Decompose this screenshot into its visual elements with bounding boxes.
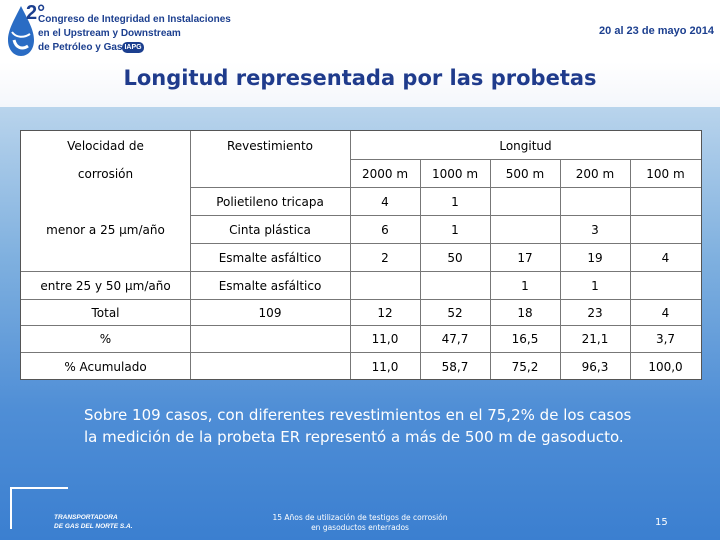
table-cell: 4 — [661, 306, 670, 320]
row-4-revestimiento: Esmalte asfáltico — [218, 279, 322, 293]
table-cell: 52 — [447, 306, 463, 320]
table-cell: 58,7 — [441, 360, 469, 374]
table-cell: 1 — [591, 279, 599, 293]
grid-line — [350, 159, 701, 160]
grid-line — [21, 299, 701, 300]
header-length-2000: 2000 m — [361, 167, 409, 181]
table-cell: 19 — [587, 251, 603, 265]
table-cell: 50 — [447, 251, 463, 265]
table-cell: 75,2 — [511, 360, 539, 374]
logo-line-2: en el Upstream y Downstream — [38, 28, 181, 39]
header-velocidad-1: Velocidad de — [67, 139, 144, 153]
tgn-logo-line-2: DE GAS DEL NORTE S.A. — [54, 523, 133, 530]
grid-line — [21, 271, 701, 272]
table-cell: 11,0 — [371, 360, 399, 374]
table-cell: 4 — [661, 251, 670, 265]
logo-line-1: Congreso de Integridad en Instalaciones — [38, 14, 231, 25]
percent-label: % — [99, 332, 112, 346]
summary-text: Sobre 109 casos, con diferentes revestim… — [84, 406, 632, 446]
event-date: 20 al 23 de mayo 2014 — [599, 25, 714, 37]
grid-line — [190, 187, 701, 188]
grid-line — [190, 215, 701, 216]
header: 2° Congreso de Integridad en Instalacion… — [0, 0, 720, 62]
header-length-200: 200 m — [575, 167, 615, 181]
total-label: Total — [91, 306, 120, 320]
table-cell: 18 — [517, 306, 533, 320]
row-3-revestimiento: Esmalte asfáltico — [218, 251, 322, 265]
table-cell: 47,7 — [441, 332, 469, 346]
grid-line — [190, 243, 701, 244]
logo-line-3: de Petróleo y Gas — [38, 42, 123, 53]
tgn-logo-frame — [10, 487, 68, 529]
table-cell: 17 — [517, 251, 533, 265]
table-cell: 6 — [381, 223, 389, 237]
table-cell: 1 — [451, 195, 459, 209]
table-cell: 4 — [381, 195, 389, 209]
grid-line — [630, 159, 631, 379]
table-cell: 1 — [451, 223, 459, 237]
row-2-revestimiento: Cinta plástica — [229, 223, 311, 237]
row-1-revestimiento: Polietileno tricapa — [216, 195, 324, 209]
header-length-500: 500 m — [505, 167, 545, 181]
velocidad-group-2: entre 25 y 50 µm/año — [40, 279, 171, 293]
velocidad-group-1: menor a 25 µm/año — [46, 223, 165, 237]
tgn-logo-line-1: TRANSPORTADORA — [54, 514, 118, 521]
table-cell: 23 — [587, 306, 603, 320]
table-cell: 11,0 — [371, 332, 399, 346]
table-cell: 12 — [377, 306, 393, 320]
header-velocidad-2: corrosión — [77, 167, 134, 181]
cumulative-label: % Acumulado — [64, 360, 147, 374]
footer-note-line-1: 15 Años de utilización de testigos de co… — [272, 513, 448, 522]
page-number: 15 — [655, 517, 668, 528]
table-cell: 2 — [381, 251, 389, 265]
probe-length-table: Velocidad de corrosión Revestimiento Lon… — [20, 130, 702, 380]
table-cell: 3 — [591, 223, 599, 237]
header-longitud: Longitud — [499, 139, 552, 153]
grid-line — [350, 131, 351, 379]
logo-number: 2° — [26, 2, 46, 24]
footer-note-line-2: en gasoductos enterrados — [311, 523, 409, 532]
tgn-logo: TRANSPORTADORA DE GAS DEL NORTE S.A. — [4, 487, 154, 533]
header-length-100: 100 m — [646, 167, 685, 181]
grid-line — [490, 159, 491, 379]
title-band — [0, 62, 720, 107]
grid-line — [21, 352, 701, 353]
grid-line — [190, 131, 191, 379]
table-cell: 100,0 — [648, 360, 683, 374]
grid-line — [560, 159, 561, 379]
table-cell: 3,7 — [655, 332, 676, 346]
total-count: 109 — [258, 306, 282, 320]
grid-line — [420, 159, 421, 379]
table-cell: 1 — [521, 279, 529, 293]
table-cell: 21,1 — [581, 332, 609, 346]
table-cell: 16,5 — [511, 332, 539, 346]
header-revestimiento: Revestimiento — [226, 139, 313, 153]
table-cell: 96,3 — [581, 360, 609, 374]
grid-line — [21, 325, 701, 326]
header-length-1000: 1000 m — [431, 167, 479, 181]
iapg-badge: IAPG — [122, 42, 144, 53]
footer-note: 15 Años de utilización de testigos de co… — [240, 513, 480, 533]
page-title: Longitud representada por las probetas — [123, 66, 597, 90]
drop-logo-icon — [8, 6, 34, 56]
